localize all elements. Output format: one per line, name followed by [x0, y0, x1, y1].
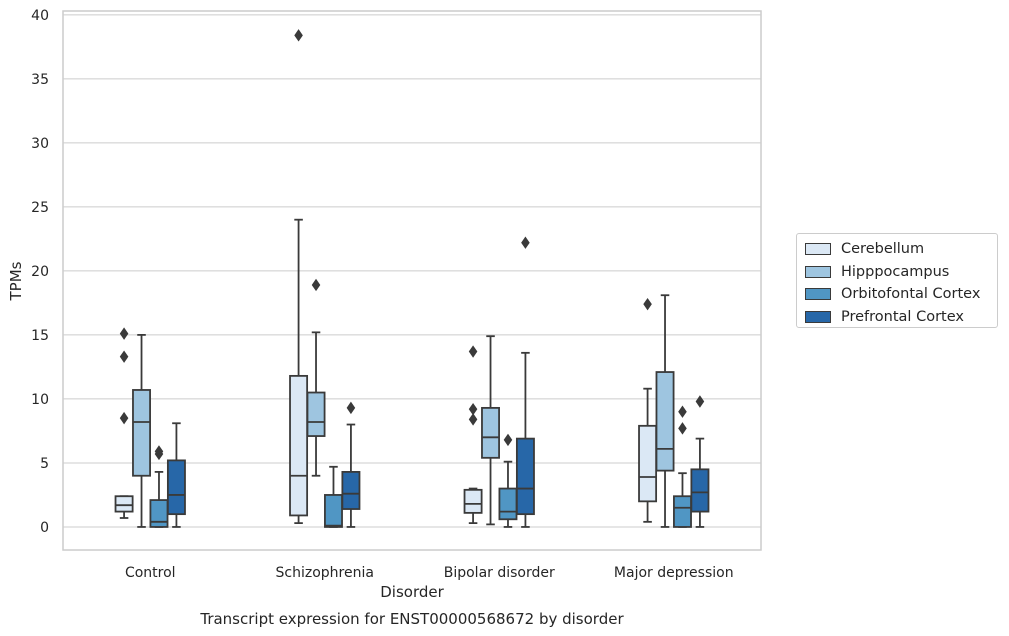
box-group: [673, 405, 692, 528]
box-group: [481, 335, 500, 526]
x-tick-label: Control: [125, 565, 176, 581]
box-group: [515, 236, 535, 528]
legend-item: Orbitofontal Cortex: [805, 283, 989, 306]
legend-item: Cerebellum: [805, 238, 989, 261]
outlier-point: [346, 401, 356, 415]
box: [638, 424, 658, 503]
box-elements: [114, 29, 710, 528]
box: [289, 374, 309, 517]
y-axis-label: TPMs: [7, 261, 25, 301]
box-group: [463, 345, 483, 525]
box-group: [638, 297, 658, 523]
x-tick-label: Bipolar disorder: [444, 565, 555, 581]
legend-swatch: [805, 243, 831, 256]
outlier-point: [678, 405, 687, 418]
outlier-point: [678, 422, 687, 435]
legend-label: Cerebellum: [841, 241, 925, 258]
box: [149, 499, 169, 528]
box: [166, 459, 186, 516]
box-group: [149, 445, 169, 528]
outlier-point: [521, 236, 530, 249]
x-axis-label: Disorder: [380, 583, 444, 601]
outlier-point: [468, 402, 478, 416]
y-tick-label: 40: [31, 8, 49, 24]
outlier-point: [503, 433, 513, 447]
outlier-point: [119, 327, 129, 340]
outlier-point: [695, 395, 705, 408]
box-group: [114, 327, 134, 519]
box-group: [341, 401, 361, 528]
box: [132, 389, 151, 477]
outlier-point: [311, 278, 321, 292]
y-tick-label: 0: [40, 520, 49, 536]
chart-legend: Cerebellum Hipppocampus Orbitofontal Corte…: [796, 233, 998, 328]
outlier-point: [154, 445, 164, 458]
legend-label: Hipppocampus: [841, 263, 950, 280]
plot-area-frame: [62, 10, 762, 551]
box-group: [166, 422, 186, 528]
box-group: [655, 294, 675, 528]
x-tick-label: Schizophrenia: [276, 565, 374, 581]
legend-item: Hipppocampus: [805, 261, 989, 284]
chart-title: Transcript expression for ENST0000056867…: [199, 610, 624, 628]
box: [655, 371, 675, 472]
box: [114, 495, 134, 513]
y-tick-labels: 0 5 10 15 20 25 30 35 40: [31, 8, 49, 536]
box-group: [498, 433, 518, 528]
box: [515, 437, 535, 516]
y-tick-label: 25: [31, 200, 49, 216]
outlier-point: [119, 350, 129, 363]
legend-label: Prefrontal Cortex: [841, 308, 964, 325]
y-tick-label: 15: [31, 328, 49, 344]
box-group: [306, 278, 326, 477]
legend-swatch: [805, 265, 831, 278]
box: [341, 471, 361, 510]
outlier-point: [294, 29, 303, 42]
outlier-point: [468, 413, 478, 426]
legend-item: Prefrontal Cortex: [805, 306, 989, 329]
box: [324, 494, 343, 528]
box-group: [324, 465, 343, 528]
legend-swatch: [805, 310, 831, 323]
y-tick-label: 30: [31, 136, 49, 152]
box: [463, 488, 483, 514]
box-group: [132, 334, 151, 528]
x-tick-label: Major depression: [614, 565, 734, 581]
box: [690, 468, 710, 513]
legend-swatch: [805, 288, 831, 301]
box: [481, 406, 500, 459]
outlier-point: [468, 345, 478, 358]
outlier-point: [119, 411, 129, 425]
outlier-point: [643, 297, 652, 311]
y-tick-label: 20: [31, 264, 49, 280]
y-tick-label: 35: [31, 72, 49, 88]
x-tick-labels: Control Schizophrenia Bipolar disorder Majo…: [125, 565, 734, 581]
box: [306, 391, 326, 437]
box: [673, 495, 692, 528]
y-tick-label: 10: [31, 392, 49, 408]
legend-label: Orbitofontal Cortex: [841, 286, 981, 303]
box-group: [690, 395, 710, 528]
box: [498, 487, 518, 521]
y-tick-label: 5: [40, 456, 49, 472]
box-group: [289, 29, 309, 525]
